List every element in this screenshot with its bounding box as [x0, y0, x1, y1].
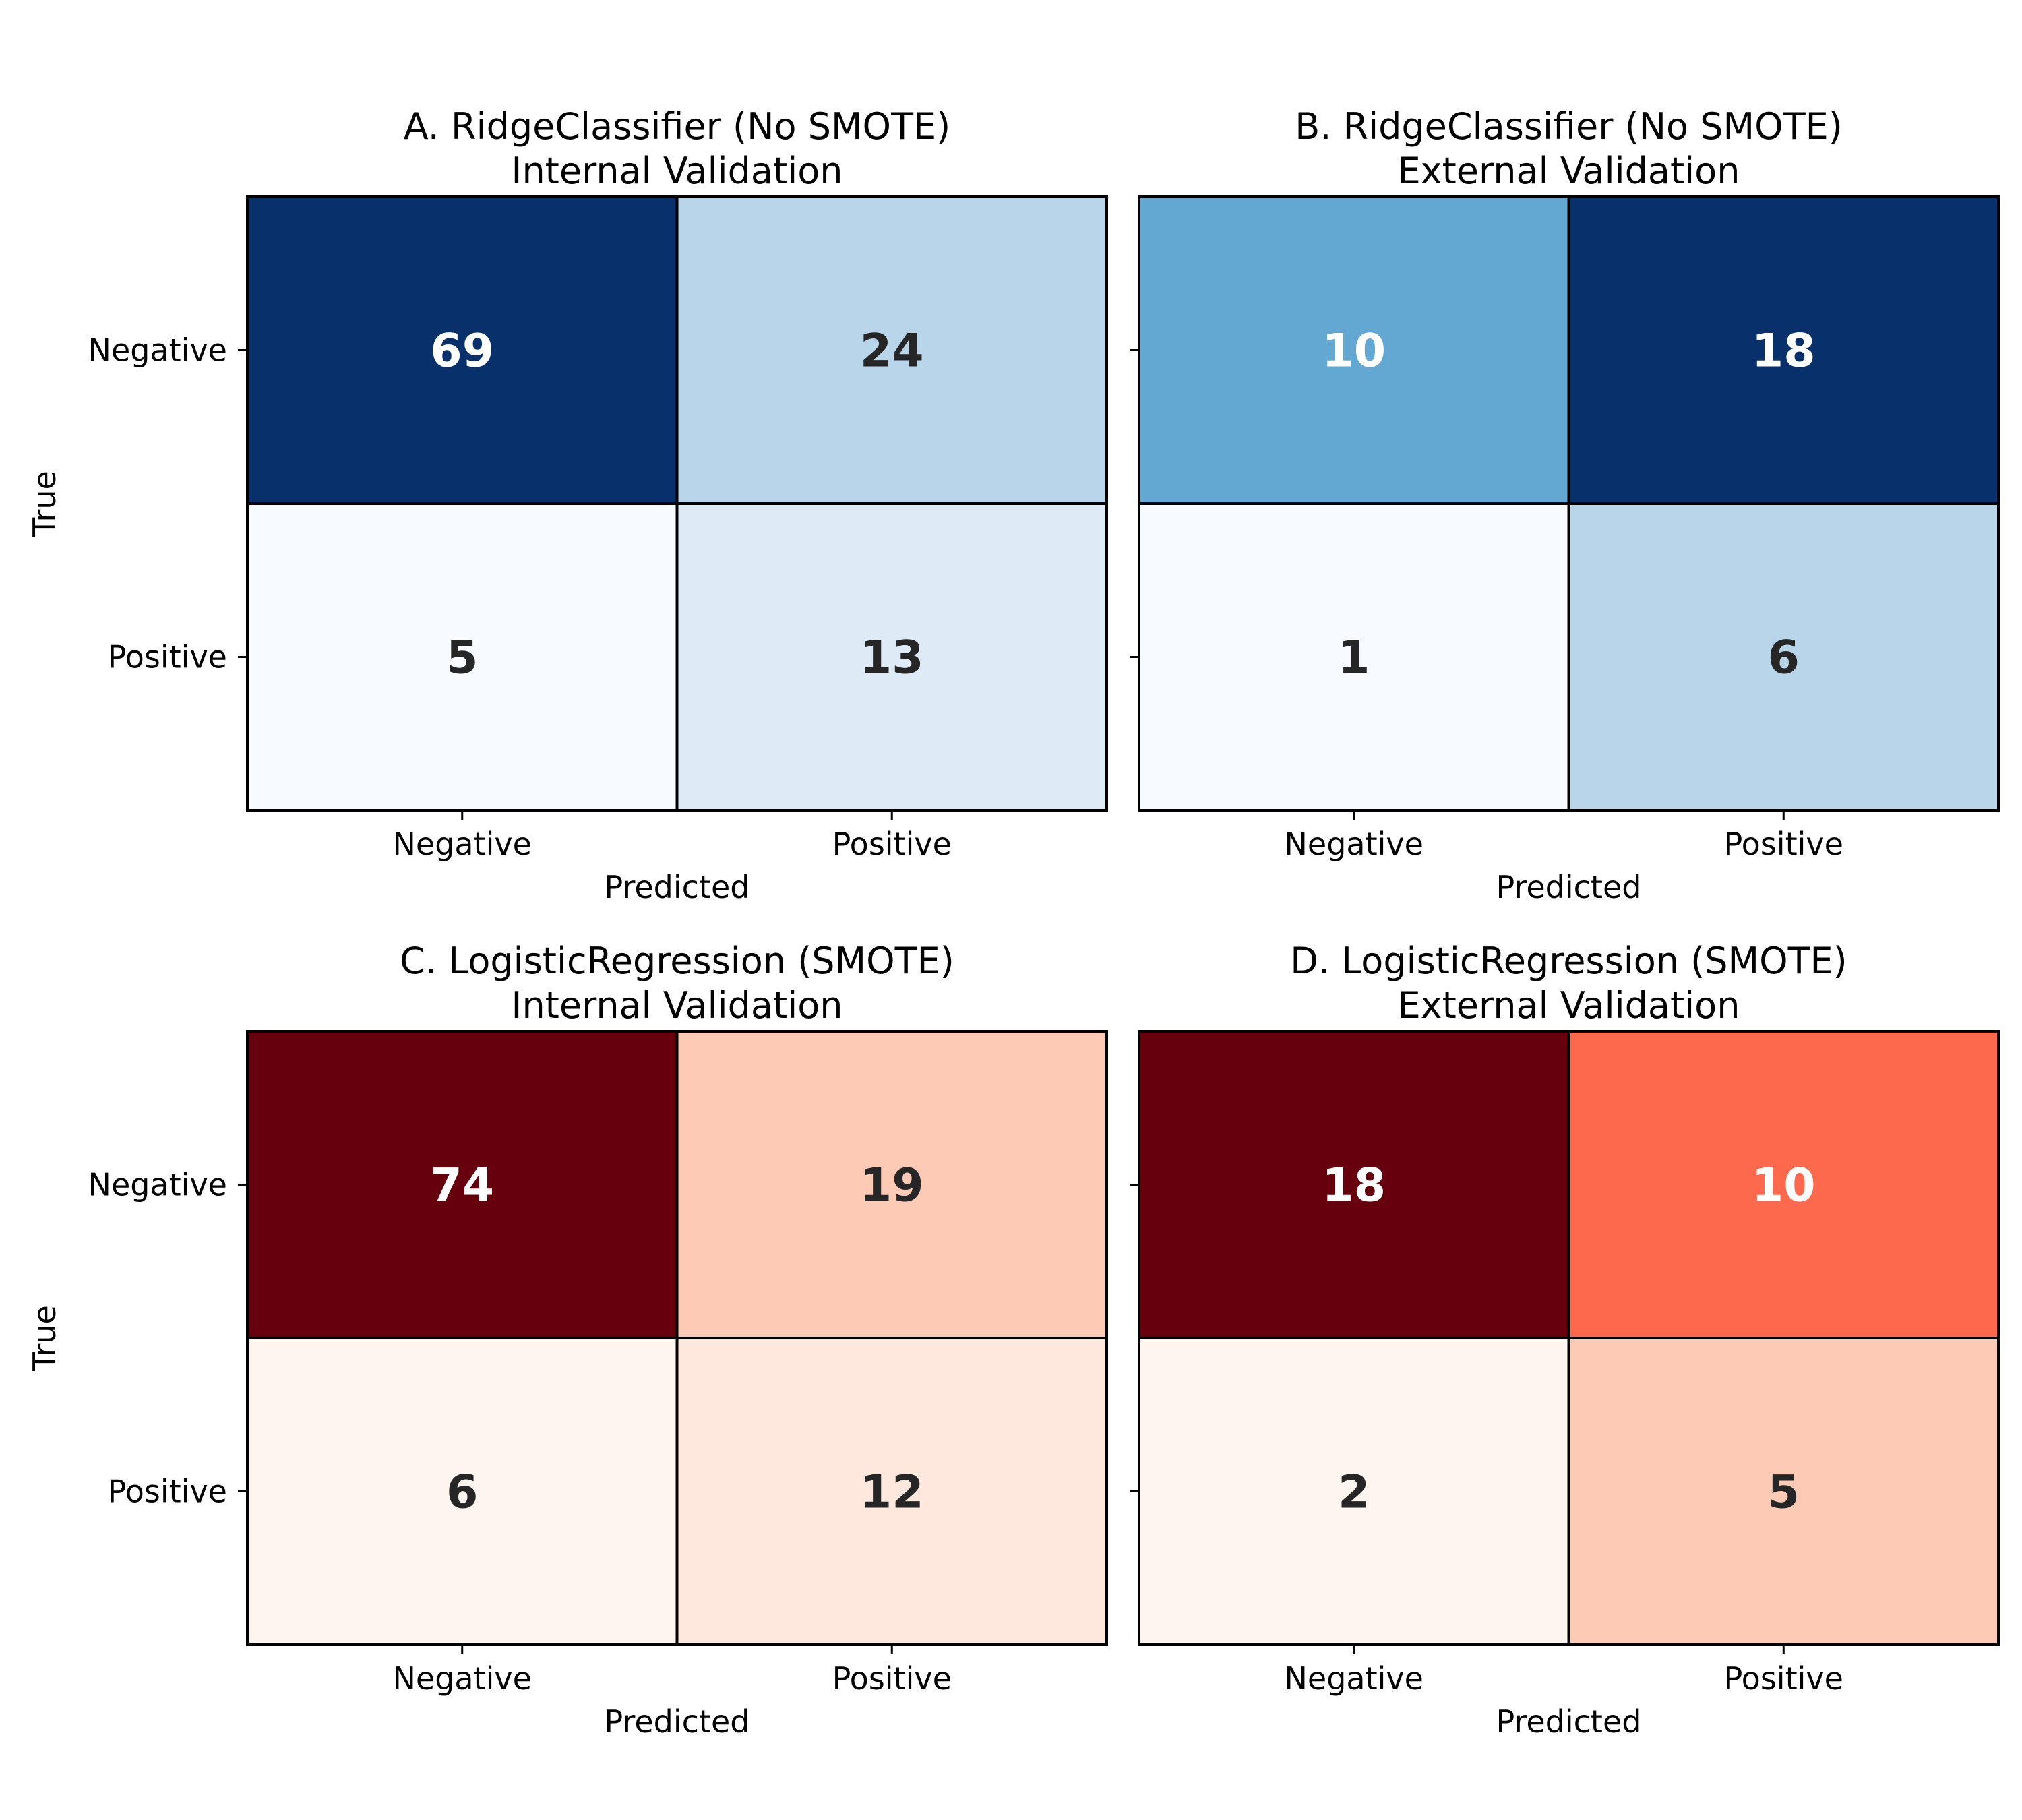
heatmap-cell: [1138, 1030, 1570, 1339]
panel-title-line: External Validation: [1398, 984, 1740, 1027]
cell-value-label: 18: [1322, 1159, 1386, 1213]
panel-title-line: C. LogisticRegression (SMOTE): [400, 940, 954, 982]
heatmap-cell: [675, 1030, 1108, 1339]
panel-title-line: External Validation: [1398, 150, 1740, 192]
x-tick-label: Positive: [832, 826, 952, 862]
x-tick-label: Positive: [1724, 826, 1843, 862]
plot-frame: [1138, 1030, 2000, 1646]
x-tick-label: Negative: [1285, 1660, 1423, 1697]
cell-value-label: 10: [1752, 1159, 1816, 1213]
panel-title-line: B. RidgeClassifier (No SMOTE): [1295, 105, 1843, 148]
cell-value-label: 2: [1338, 1466, 1370, 1519]
y-tick-label: Positive: [108, 1474, 227, 1510]
heatmap-cell: [1138, 195, 1570, 505]
panel-a: A. RidgeClassifier (No SMOTE)Internal Va…: [26, 105, 1108, 905]
x-tick-label: Positive: [832, 1660, 952, 1697]
cell-value-label: 13: [860, 632, 924, 685]
heatmap-cell: [1567, 1337, 2000, 1646]
panel-d: D. LogisticRegression (SMOTE)External Va…: [1130, 940, 2000, 1740]
plot-frame: [246, 1030, 1108, 1646]
x-axis-label: Predicted: [1496, 869, 1642, 905]
panel-title-line: A. RidgeClassifier (No SMOTE): [404, 105, 951, 148]
heatmap-cell: [246, 1030, 679, 1339]
cell-value-label: 10: [1322, 325, 1386, 378]
panel-title-line: Internal Validation: [512, 984, 843, 1027]
cell-value-label: 12: [860, 1466, 924, 1519]
y-tick-label: Positive: [108, 639, 227, 675]
x-axis-label: Predicted: [605, 869, 750, 905]
cell-value-label: 74: [430, 1159, 494, 1213]
x-tick-label: Positive: [1724, 1660, 1843, 1697]
x-axis-label: Predicted: [1496, 1703, 1642, 1740]
heatmap-cell: [1138, 1337, 1570, 1646]
cell-value-label: 18: [1752, 325, 1816, 378]
x-axis-label: Predicted: [605, 1703, 750, 1740]
cell-value-label: 5: [1768, 1466, 1800, 1519]
cell-value-label: 6: [446, 1466, 478, 1519]
heatmap-cell: [1567, 195, 2000, 505]
cell-value-label: 5: [446, 632, 478, 685]
cell-value-label: 6: [1768, 632, 1800, 685]
x-tick-label: Negative: [393, 1660, 532, 1697]
heatmap-cell: [1567, 502, 2000, 812]
heatmap-cell: [1138, 502, 1570, 812]
panel-title-line: D. LogisticRegression (SMOTE): [1290, 940, 1847, 982]
panel-title-line: Internal Validation: [512, 150, 843, 192]
x-tick-label: Negative: [393, 826, 532, 862]
plot-frame: [1138, 195, 2000, 812]
panels: A. RidgeClassifier (No SMOTE)Internal Va…: [26, 105, 2000, 1740]
y-tick-label: Negative: [88, 1167, 227, 1203]
cell-value-label: 24: [860, 325, 924, 378]
panel-c: C. LogisticRegression (SMOTE)Internal Va…: [26, 940, 1108, 1740]
y-axis-label: True: [26, 1305, 63, 1372]
panel-b: B. RidgeClassifier (No SMOTE)External Va…: [1130, 105, 2000, 905]
y-axis-label: True: [26, 471, 63, 537]
x-tick-label: Negative: [1285, 826, 1423, 862]
cell-value-label: 19: [860, 1159, 924, 1213]
cell-value-label: 1: [1338, 632, 1370, 685]
plot-frame: [246, 195, 1108, 812]
cell-value-label: 69: [430, 325, 494, 378]
y-tick-label: Negative: [88, 332, 227, 369]
heatmap-cell: [1567, 1030, 2000, 1339]
heatmap-cell: [675, 1337, 1108, 1646]
